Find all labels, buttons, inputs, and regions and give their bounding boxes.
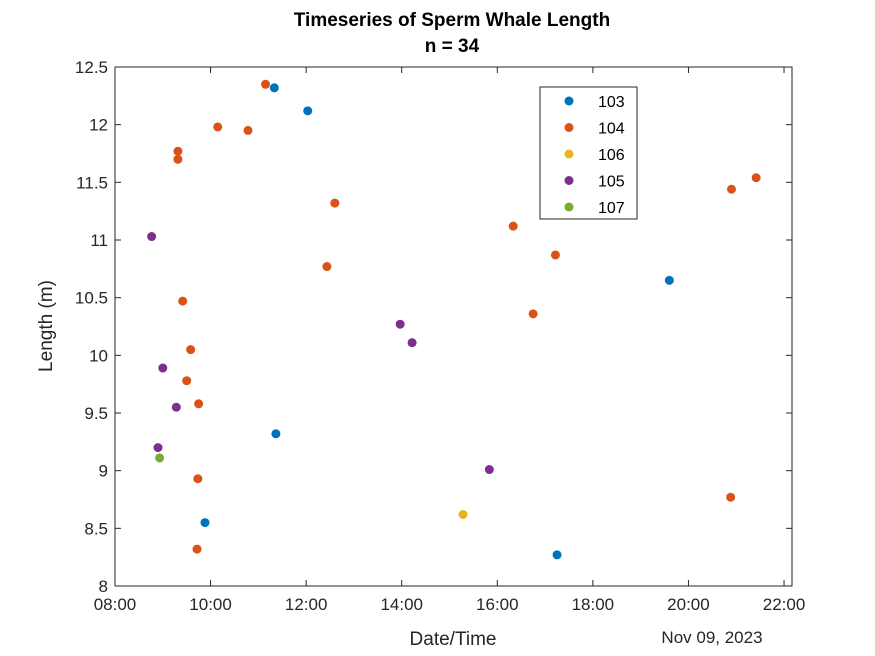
data-point-103	[303, 106, 313, 116]
y-axis-label: Length (m)	[36, 280, 57, 372]
x-tick-label: 20:00	[667, 595, 710, 614]
data-point-104	[213, 122, 223, 132]
x-tick-label: 22:00	[763, 595, 806, 614]
x-tick-label: 16:00	[476, 595, 519, 614]
y-tick-label: 9.5	[84, 404, 108, 423]
legend-label-105: 105	[598, 174, 625, 191]
data-point-104	[194, 399, 204, 409]
data-point-104	[243, 125, 253, 135]
data-point-105	[407, 338, 417, 348]
data-point-104	[322, 262, 332, 272]
y-tick-label: 8	[99, 577, 108, 596]
data-point-103	[664, 275, 674, 285]
legend-label-103: 103	[598, 94, 625, 111]
plot-area	[114, 66, 793, 587]
y-tick-label: 12.5	[75, 58, 108, 77]
legend-label-104: 104	[598, 121, 625, 138]
legend-label-107: 107	[598, 200, 625, 217]
data-point-104	[192, 544, 202, 554]
x-axis-label: Date/Time	[410, 629, 497, 650]
legend: 103 104 106 105 107	[539, 86, 638, 220]
x-tick-label: 14:00	[380, 595, 423, 614]
data-point-104	[330, 198, 340, 208]
data-point-103	[552, 550, 562, 560]
legend-box	[539, 86, 638, 220]
data-point-104	[173, 146, 183, 156]
x-axis: 08:00 10:00 12:00 14:00 16:00 18:00 20:00 22:00	[94, 67, 806, 614]
data-point-105	[171, 402, 181, 412]
y-tick-label: 11.5	[76, 173, 108, 192]
data-point-105	[147, 232, 157, 242]
chart-title: Timeseries of Sperm Whale Length	[294, 10, 610, 31]
data-point-105	[484, 465, 494, 475]
data-point-105	[158, 363, 168, 373]
data-point-103	[271, 429, 281, 439]
data-point-104	[178, 296, 188, 306]
y-tick-label: 8.5	[84, 519, 108, 538]
data-point-105	[153, 443, 163, 453]
y-tick-label: 10	[89, 346, 108, 365]
legend-marker-106	[564, 149, 574, 159]
y-tick-label: 11	[90, 231, 108, 250]
legend-marker-107	[564, 202, 574, 212]
legend-marker-105	[564, 176, 574, 185]
data-points	[147, 79, 761, 560]
data-point-104	[193, 474, 203, 484]
x-tick-label: 10:00	[189, 595, 232, 614]
legend-label-106: 106	[598, 147, 625, 164]
data-point-103	[200, 518, 210, 528]
data-point-104	[508, 221, 518, 231]
data-point-104	[726, 184, 736, 194]
chart-subtitle: n = 34	[425, 36, 480, 57]
y-tick-label: 12	[89, 116, 108, 135]
data-point-107	[155, 453, 165, 463]
legend-marker-103	[564, 96, 574, 106]
legend-marker-104	[564, 123, 574, 132]
data-point-104	[186, 345, 196, 355]
data-point-104	[173, 154, 183, 164]
data-point-104	[528, 309, 538, 319]
x-tick-label: 12:00	[285, 595, 328, 614]
date-label: Nov 09, 2023	[661, 628, 762, 647]
y-tick-label: 10.5	[75, 289, 108, 308]
y-tick-label: 9	[99, 462, 108, 481]
data-point-104	[751, 173, 761, 183]
data-point-104	[261, 79, 271, 89]
data-point-104	[550, 250, 560, 260]
x-tick-label: 08:00	[94, 595, 137, 614]
data-point-103	[269, 83, 279, 93]
data-point-104	[726, 492, 736, 502]
data-point-106	[458, 509, 468, 519]
x-tick-label: 18:00	[572, 595, 615, 614]
y-axis: 8 8.5 9 9.5 10 10.5 11 11.5 12 12.5	[75, 58, 792, 596]
data-point-105	[395, 319, 405, 329]
data-point-104	[182, 376, 192, 386]
